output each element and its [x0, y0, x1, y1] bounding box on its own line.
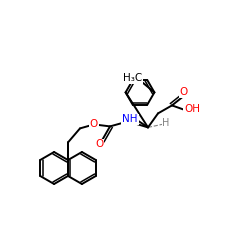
Text: OH: OH [184, 104, 200, 115]
Text: O: O [95, 140, 103, 149]
Text: H: H [162, 118, 170, 128]
Text: NH: NH [122, 114, 138, 124]
Text: O: O [180, 88, 188, 98]
Text: O: O [90, 120, 98, 130]
Text: H₃C: H₃C [123, 74, 142, 84]
